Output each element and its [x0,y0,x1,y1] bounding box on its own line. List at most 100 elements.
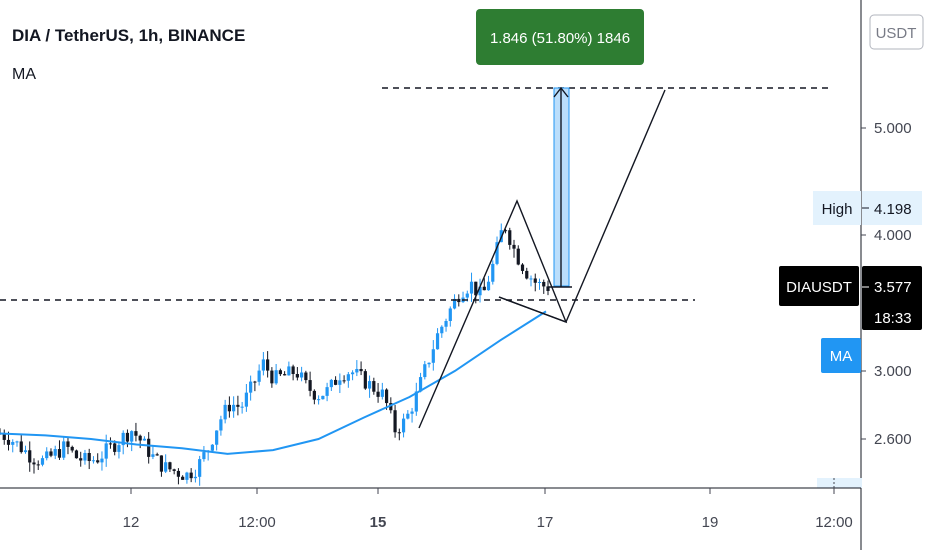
candle-body [215,430,219,445]
candle-body [227,404,231,412]
y-tick-3: 3.000 [874,363,912,380]
measure-label[interactable]: 1.846 (51.80%) 1846 [476,9,644,65]
candle-body [291,366,295,375]
candle-body [423,364,427,378]
candle-body [448,308,452,321]
candle-body [465,293,469,298]
last-price-label: DIAUSDT 3.577 18:33 [779,266,922,330]
candle-body [389,403,393,411]
candle-body [70,446,74,451]
candle-body [431,349,435,363]
candle-body [363,371,367,389]
pattern-drawings[interactable] [0,86,830,429]
candle-body [410,411,414,414]
candle-body [300,372,304,378]
candle-body [147,438,151,457]
candle-body [45,451,49,459]
candle-body [202,452,206,460]
x-tick-19: 19 [702,514,719,531]
candle-body [393,410,397,433]
candle-body [2,433,6,440]
candle-body [474,281,478,296]
indicator-legend[interactable]: MA [12,66,36,83]
candle-body [482,286,486,291]
candle-body [333,379,338,385]
candle-body [257,370,261,382]
candle-body [546,286,550,291]
candle-body [57,449,62,458]
candle-body [32,462,36,465]
candle-body [249,381,253,393]
candle-body [113,443,117,452]
candle-body [236,404,240,407]
candle-body [444,320,448,327]
candle-body [418,377,423,392]
candle-body [266,359,270,371]
candle-body [130,431,134,442]
candle-body [376,391,380,397]
candle-body [19,441,23,453]
candle-body [15,441,19,443]
candle-body [181,476,185,480]
candle-body [223,404,227,420]
currency-button[interactable]: USDT [869,14,924,50]
candle-body [232,404,236,412]
candle-body [210,444,215,451]
candle-body [172,469,176,471]
candle-body [338,380,342,385]
candle-body [198,459,202,477]
candle-body [278,370,282,375]
candle-body [312,390,316,400]
symbol-label: DIAUSDT [786,279,852,296]
time-scale[interactable]: 12 12:00 15 17 19 12:00 [123,488,853,531]
candle-body [317,399,321,401]
projection-line[interactable] [565,89,666,323]
candle-body [100,458,104,463]
candle-body [384,389,389,404]
countdown-value: 18:33 [874,310,912,327]
candle-body [512,244,516,249]
candle-body [469,281,474,294]
candle-body [355,368,359,373]
candle-body [40,458,45,465]
ma-label-text: MA [830,348,853,365]
candle-body [295,374,299,378]
x-tick-17: 17 [537,514,554,531]
high-label-value: 4.198 [874,201,912,218]
pennant-lower-line[interactable] [498,296,567,323]
candle-body [427,362,431,365]
candle-body [270,370,274,384]
candle-body [486,281,491,291]
last-price-value: 3.577 [874,279,912,296]
candle-body [244,392,248,407]
candle-body [155,454,159,456]
candle-body [96,460,100,463]
candle-body [529,278,533,280]
candle-body [121,432,125,446]
candle-body [350,372,355,375]
candle-body [503,230,508,232]
candle-body [372,381,376,392]
candle-body [516,248,520,265]
candle-body [325,387,329,396]
candle-body [79,458,83,461]
price-scale[interactable]: 5.000 4.000 3.000 2.600 [861,120,912,448]
candle-body [219,419,223,431]
candle-body [452,298,457,309]
candle-body [66,441,70,447]
candle-body [542,281,546,287]
candle-body [440,326,444,334]
candle-body [117,445,121,452]
candle-body [159,455,164,472]
ma-label: MA [817,338,862,488]
candle-body [406,413,410,419]
candle-body [342,380,346,382]
candle-body [380,389,384,397]
candle-body [74,450,79,459]
candle-body [367,381,372,389]
candle-body [397,432,401,434]
candle-body [138,435,142,441]
candle-body [87,453,91,462]
candle-body [53,449,57,456]
